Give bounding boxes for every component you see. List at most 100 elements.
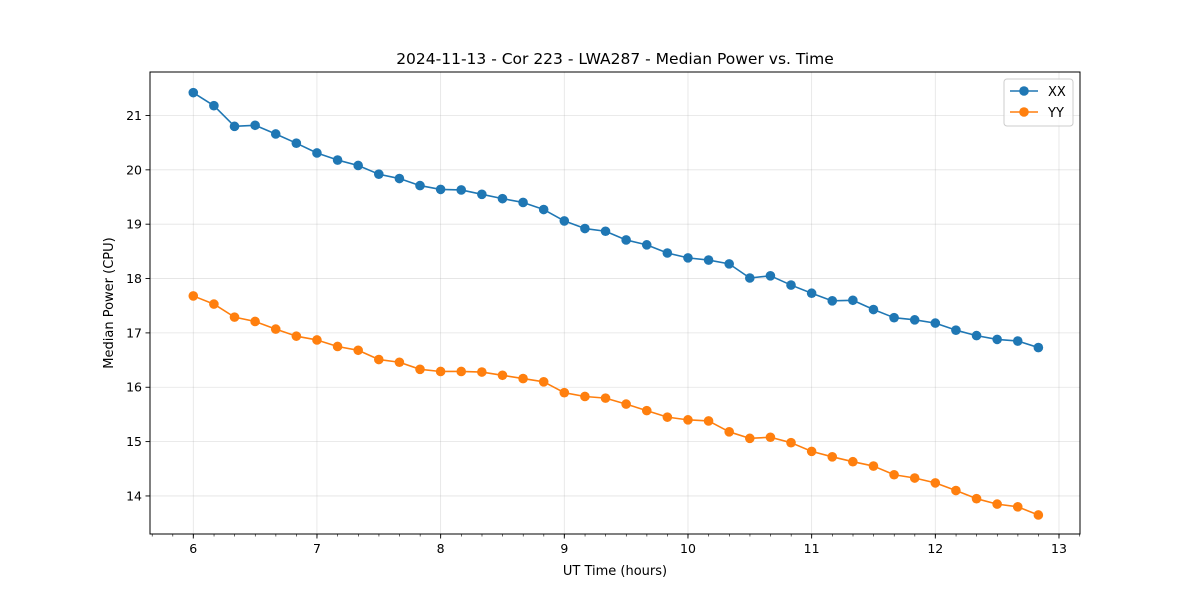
data-point-xx [456, 185, 467, 195]
data-point-yy [188, 291, 199, 301]
data-point-yy [683, 415, 693, 425]
data-point-yy [868, 461, 879, 471]
data-point-xx [229, 121, 240, 132]
y-tick-label: 14 [126, 488, 142, 503]
data-point-xx [373, 169, 384, 179]
data-point-xx [518, 197, 528, 208]
legend-label-yy: YY [1047, 106, 1064, 121]
data-point-xx [662, 248, 673, 258]
legend-marker-yy [1019, 107, 1029, 117]
series-xx [188, 87, 1044, 353]
data-point-xx [188, 87, 199, 98]
data-point-xx [353, 160, 363, 171]
data-point-xx [930, 318, 941, 328]
data-point-xx [703, 255, 714, 265]
data-point-xx [848, 295, 858, 306]
legend: XX YY [1003, 78, 1074, 127]
data-point-yy [209, 299, 219, 309]
x-tick-label: 12 [927, 541, 943, 556]
data-point-xx [641, 240, 652, 250]
x-tick-label: 6 [189, 541, 197, 556]
data-point-yy [909, 473, 920, 483]
x-tick-label: 13 [1051, 541, 1067, 556]
data-point-xx [477, 189, 487, 200]
x-axis-label: UT Time (hours) [563, 564, 667, 579]
data-point-yy [435, 366, 446, 377]
data-point-yy [662, 412, 673, 422]
x-tick-label: 9 [560, 541, 568, 556]
data-point-yy [745, 433, 755, 444]
data-point-xx [559, 216, 570, 226]
data-point-yy [456, 366, 467, 377]
data-point-xx [621, 235, 631, 245]
data-point-yy [971, 493, 982, 504]
y-tick-label: 20 [126, 162, 142, 177]
y-axis-label: Median Power (CPU) [102, 237, 117, 368]
data-point-xx [332, 155, 343, 165]
data-point-xx [270, 129, 281, 139]
data-point-yy [353, 345, 363, 356]
data-point-yy [703, 416, 714, 426]
data-point-xx [312, 148, 322, 158]
y-tick-label: 17 [126, 325, 142, 340]
data-point-yy [992, 499, 1002, 509]
y-tick-label: 18 [126, 271, 142, 286]
data-point-xx [971, 330, 982, 341]
data-point-yy [889, 469, 899, 480]
data-point-xx [538, 204, 549, 215]
data-point-xx [745, 273, 755, 283]
data-point-yy [497, 370, 508, 381]
data-point-yy [394, 357, 405, 368]
axis-ticks: 6 7 8 9 10 11 12 13 14 15 16 17 18 19 20 21 [126, 108, 1081, 556]
data-point-yy [229, 312, 240, 322]
data-point-xx [951, 325, 961, 335]
data-point-yy [559, 387, 570, 398]
data-point-yy [477, 367, 487, 377]
data-point-xx [291, 138, 302, 149]
data-point-yy [765, 432, 776, 443]
y-tick-label: 16 [126, 380, 142, 395]
data-point-xx [580, 223, 590, 234]
data-point-xx [868, 304, 879, 315]
data-point-yy [518, 373, 528, 384]
data-point-yy [600, 393, 611, 403]
chart-title: 2024-11-13 - Cor 223 - LWA287 - Median P… [396, 50, 834, 68]
y-tick-label: 21 [126, 108, 142, 123]
data-point-yy [641, 405, 652, 416]
y-tick-label: 19 [126, 217, 142, 232]
data-point-yy [951, 485, 961, 496]
plot-area-frame [149, 71, 1081, 535]
data-point-xx [600, 226, 611, 237]
data-point-xx [992, 334, 1002, 345]
legend-label-xx: XX [1048, 85, 1066, 100]
data-point-yy [250, 316, 260, 327]
data-point-yy [270, 324, 281, 334]
data-point-yy [373, 354, 384, 365]
data-point-xx [683, 253, 693, 263]
data-point-xx [724, 259, 734, 269]
data-point-xx [806, 288, 817, 299]
data-point-yy [930, 478, 941, 488]
data-point-yy [848, 456, 858, 467]
data-point-xx [250, 120, 260, 131]
series-yy [188, 291, 1044, 520]
x-tick-label: 7 [313, 541, 321, 556]
data-point-xx [415, 180, 425, 191]
data-point-xx [786, 280, 796, 290]
data-point-yy [332, 341, 343, 352]
data-point-xx [765, 271, 776, 281]
data-point-yy [786, 437, 796, 448]
data-point-xx [497, 193, 508, 204]
x-tick-label: 8 [437, 541, 445, 556]
data-series [188, 87, 1044, 520]
x-tick-label: 11 [804, 541, 820, 556]
data-point-yy [291, 331, 302, 341]
data-point-xx [394, 173, 405, 184]
data-point-xx [1012, 336, 1023, 346]
y-tick-label: 15 [126, 434, 142, 449]
data-point-xx [827, 296, 838, 306]
data-point-xx [909, 315, 920, 325]
grid [150, 72, 1080, 534]
data-point-yy [312, 335, 322, 345]
